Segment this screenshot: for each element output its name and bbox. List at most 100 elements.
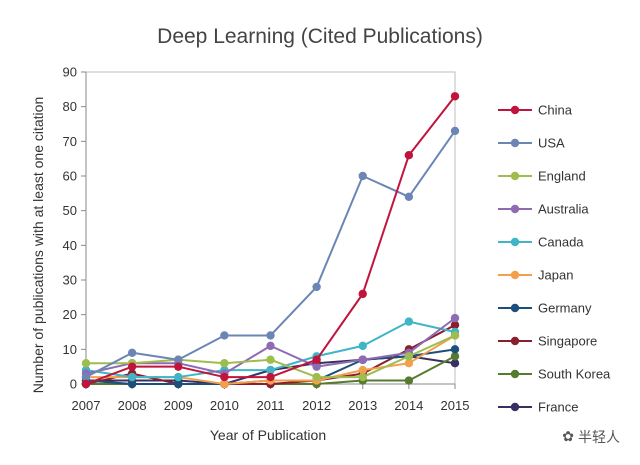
- data-point-china: [312, 355, 321, 364]
- x-axis-label: Year of Publication: [210, 427, 326, 443]
- legend-item-japan: Japan: [498, 268, 573, 283]
- data-point-china: [450, 92, 460, 101]
- x-tick-label: 2010: [210, 398, 239, 413]
- y-axis-label: Number of publications with at least one…: [30, 97, 46, 394]
- legend-item-england: England: [498, 169, 586, 184]
- series-group: [81, 92, 460, 389]
- series-line-china: [85, 95, 456, 385]
- legend-swatch-marker: [510, 336, 520, 346]
- legend-label: Australia: [538, 202, 589, 217]
- data-point-france: [450, 359, 460, 368]
- x-tick-label: 2014: [394, 398, 423, 413]
- data-point-england: [404, 352, 414, 361]
- data-point-usa: [312, 282, 321, 292]
- y-tick-label: 80: [63, 99, 77, 114]
- data-point-australia: [358, 355, 367, 364]
- data-point-canada: [266, 365, 275, 375]
- x-axis: 2007 2008 2009 2010 2011 2012 2013 2014 2015: [72, 383, 470, 413]
- data-point-usa: [358, 171, 367, 181]
- data-point-usa: [81, 372, 91, 382]
- legend-item-canada: Canada: [498, 235, 584, 250]
- data-point-england: [358, 372, 367, 382]
- series-line-usa: [85, 130, 456, 378]
- y-tick-label: 90: [63, 65, 77, 80]
- data-point-england: [450, 331, 460, 340]
- data-point-japan: [220, 379, 229, 389]
- data-point-south-korea: [450, 352, 460, 361]
- legend-swatch-marker: [510, 303, 520, 313]
- y-tick-label: 20: [63, 307, 77, 322]
- data-point-germany: [174, 379, 183, 389]
- data-point-germany: [127, 379, 137, 389]
- legend-label: England: [538, 169, 586, 184]
- legend-label: Japan: [538, 268, 573, 283]
- data-point-usa: [220, 331, 229, 340]
- data-point-china: [81, 379, 91, 389]
- y-tick-label: 0: [70, 377, 77, 392]
- legend-item-australia: Australia: [498, 202, 589, 217]
- y-tick-label: 60: [63, 169, 77, 184]
- legend-item-south-korea: South Korea: [498, 367, 611, 382]
- y-axis: 0 10 20 30 40 50 60 70 80 90: [63, 65, 87, 392]
- legend-item-france: France: [498, 400, 578, 415]
- legend-item-usa: USA: [498, 136, 565, 151]
- data-point-australia: [312, 362, 321, 371]
- legend-label: Canada: [538, 235, 584, 250]
- watermark: ✿ 半轻人: [562, 427, 620, 447]
- data-point-england: [220, 359, 229, 368]
- legend-swatch-marker: [510, 204, 520, 214]
- data-point-china: [404, 151, 414, 160]
- data-point-usa: [174, 355, 183, 364]
- y-tick-label: 40: [63, 238, 77, 253]
- legend-label: China: [538, 103, 573, 118]
- data-point-singapore: [450, 320, 460, 330]
- data-point-usa: [404, 192, 414, 201]
- data-point-south-korea: [404, 376, 414, 385]
- x-tick-label: 2013: [348, 398, 377, 413]
- data-point-china: [127, 362, 137, 371]
- legend-label: USA: [538, 136, 565, 151]
- data-point-china: [266, 372, 275, 382]
- x-tick-label: 2015: [441, 398, 470, 413]
- x-tick-label: 2008: [118, 398, 147, 413]
- chart-title: Deep Learning (Cited Publications): [157, 25, 483, 48]
- legend-swatch-marker: [510, 105, 520, 115]
- legend: China USA England Australia Canada Japan Germa…: [498, 103, 611, 415]
- data-point-canada: [404, 317, 414, 326]
- data-point-japan: [404, 359, 414, 368]
- data-point-england: [312, 372, 321, 382]
- data-point-japan: [358, 365, 367, 375]
- data-point-england: [81, 359, 91, 368]
- legend-label: France: [538, 400, 578, 415]
- data-point-usa: [127, 348, 137, 357]
- data-point-canada: [358, 341, 367, 351]
- legend-swatch-marker: [510, 171, 520, 181]
- data-point-china: [174, 362, 183, 371]
- data-point-usa: [266, 331, 275, 340]
- legend-swatch-marker: [510, 138, 520, 148]
- data-point-canada: [174, 372, 183, 382]
- legend-label: South Korea: [538, 367, 611, 382]
- y-tick-label: 30: [63, 273, 77, 288]
- data-point-china: [220, 372, 229, 382]
- data-point-australia: [450, 313, 460, 323]
- data-point-usa: [450, 126, 460, 136]
- y-tick-label: 10: [63, 342, 77, 357]
- legend-item-singapore: Singapore: [498, 334, 597, 349]
- data-point-england: [266, 355, 275, 364]
- legend-swatch-marker: [510, 237, 520, 247]
- legend-label: Singapore: [538, 334, 597, 349]
- series-usa: [81, 126, 460, 382]
- data-point-canada: [127, 372, 137, 382]
- wechat-icon: ✿: [562, 429, 574, 445]
- x-tick-label: 2009: [164, 398, 193, 413]
- y-tick-label: 50: [63, 203, 77, 218]
- legend-item-germany: Germany: [498, 301, 592, 316]
- series-china: [81, 92, 460, 389]
- data-point-australia: [266, 341, 275, 351]
- x-tick-label: 2012: [302, 398, 331, 413]
- data-point-germany: [450, 345, 460, 354]
- data-point-china: [358, 289, 367, 299]
- legend-swatch-marker: [510, 369, 520, 379]
